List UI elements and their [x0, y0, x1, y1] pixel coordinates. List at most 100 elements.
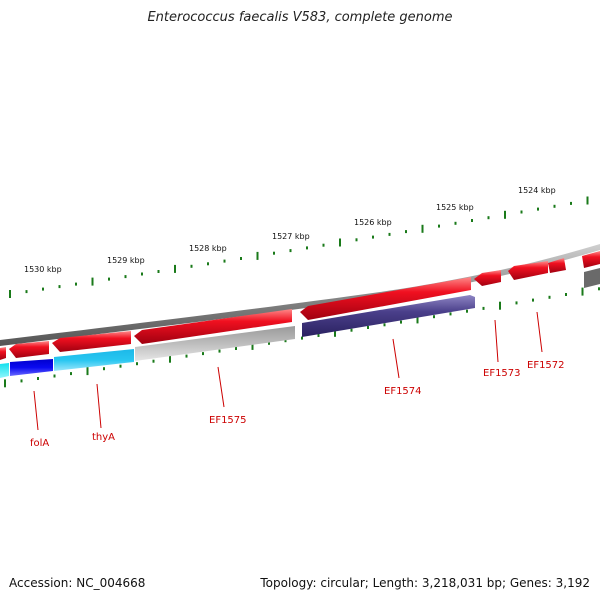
gene-block-thyA[interactable]	[54, 349, 134, 371]
minor-tick	[515, 301, 518, 305]
gene-arrow[interactable]	[134, 309, 292, 344]
major-tick	[174, 264, 176, 273]
gene-block-folA[interactable]	[10, 359, 53, 376]
major-tick	[251, 341, 254, 350]
major-tick	[416, 315, 419, 324]
scale-label: 1525 kbp	[436, 203, 474, 212]
minor-tick	[240, 257, 242, 260]
gene-arrow[interactable]	[52, 331, 131, 352]
minor-tick	[553, 204, 556, 208]
gene-label-folA[interactable]: folA	[30, 438, 49, 449]
minor-tick	[218, 349, 221, 353]
second-ring-genes	[0, 295, 475, 378]
major-tick	[586, 196, 589, 205]
topology-text: Topology: circular; Length: 3,218,031 bp…	[260, 576, 590, 590]
minor-tick	[520, 210, 523, 214]
minor-tick	[119, 364, 122, 368]
pointer-line	[217, 366, 225, 408]
minor-tick	[355, 238, 358, 242]
minor-tick	[103, 367, 105, 371]
scale-label: 1526 kbp	[354, 218, 392, 227]
gene-block-EF1574[interactable]	[302, 295, 475, 337]
minor-tick	[141, 272, 143, 276]
minor-tick	[124, 275, 127, 279]
minor-tick	[350, 328, 353, 332]
gene-arrow[interactable]	[300, 277, 471, 320]
minor-tick	[20, 379, 23, 383]
minor-tick	[433, 315, 435, 319]
major-tick	[91, 277, 94, 286]
minor-tick	[37, 377, 39, 380]
minor-tick	[454, 221, 457, 225]
inner-tick-row	[4, 287, 600, 388]
minor-tick	[223, 259, 226, 263]
accession-text: Accession: NC_004668	[9, 576, 146, 590]
minor-tick	[157, 270, 160, 273]
map-title: Enterococcus faecalis V583, complete gen…	[147, 10, 453, 25]
minor-tick	[537, 207, 539, 211]
major-tick	[499, 301, 501, 310]
minor-tick	[53, 374, 56, 378]
gene-arrow[interactable]	[9, 341, 49, 358]
pointer-line	[536, 311, 543, 353]
major-tick	[9, 290, 11, 298]
minor-tick	[58, 285, 61, 289]
minor-tick	[268, 341, 270, 345]
minor-tick	[273, 251, 275, 255]
minor-tick	[152, 359, 155, 363]
minor-tick	[438, 224, 440, 228]
minor-tick	[532, 298, 534, 302]
pointer-line	[96, 383, 102, 429]
gene-labels: folA thyA EF1575 EF1574 EF1573 EF1572	[30, 360, 565, 449]
minor-tick	[75, 282, 77, 286]
gene-block[interactable]	[0, 363, 9, 378]
major-tick	[86, 367, 89, 376]
minor-tick	[383, 323, 386, 327]
minor-tick	[284, 339, 287, 343]
minor-tick	[108, 277, 110, 281]
major-tick	[334, 328, 336, 337]
minor-tick	[289, 249, 292, 253]
minor-tick	[400, 320, 402, 324]
minor-tick	[322, 243, 325, 247]
scale-labels: 1530 kbp 1529 kbp 1528 kbp 1527 kbp 1526…	[24, 186, 556, 274]
pointer-line	[392, 338, 400, 379]
backbone-outer	[0, 244, 600, 346]
minor-tick	[372, 235, 374, 239]
minor-tick	[25, 290, 28, 294]
pointer-line	[494, 319, 499, 363]
outer-tick-row	[9, 196, 589, 298]
gene-label-thyA[interactable]: thyA	[92, 432, 115, 443]
minor-tick	[235, 347, 237, 350]
gene-label-EF1573[interactable]: EF1573	[483, 368, 521, 379]
minor-tick	[598, 287, 600, 291]
gene-block-EF1575[interactable]	[135, 326, 295, 361]
minor-tick	[471, 219, 473, 222]
minor-tick	[70, 372, 72, 376]
scale-label: 1524 kbp	[518, 186, 556, 195]
gene-arrow[interactable]	[474, 270, 501, 286]
gene-label-EF1574[interactable]: EF1574	[384, 386, 422, 397]
gene-arrow[interactable]	[582, 251, 600, 268]
minor-tick	[207, 262, 209, 266]
minor-tick	[367, 326, 369, 329]
major-tick	[4, 379, 6, 388]
minor-tick	[317, 334, 320, 337]
scale-label: 1528 kbp	[189, 244, 227, 253]
minor-tick	[570, 201, 572, 205]
minor-tick	[136, 362, 138, 366]
forward-strand-genes	[0, 251, 600, 360]
gene-label-EF1575[interactable]: EF1575	[209, 415, 247, 426]
minor-tick	[405, 230, 407, 234]
pointer-line	[33, 390, 39, 431]
gene-arrow[interactable]	[508, 261, 548, 280]
minor-tick	[487, 216, 490, 220]
gene-label-EF1572[interactable]: EF1572	[527, 360, 565, 371]
scale-label: 1527 kbp	[272, 232, 310, 241]
minor-tick	[301, 336, 303, 340]
minor-tick	[565, 293, 567, 296]
gene-arrow[interactable]	[0, 347, 6, 360]
major-tick	[581, 287, 584, 296]
gene-arrow[interactable]	[548, 258, 566, 273]
